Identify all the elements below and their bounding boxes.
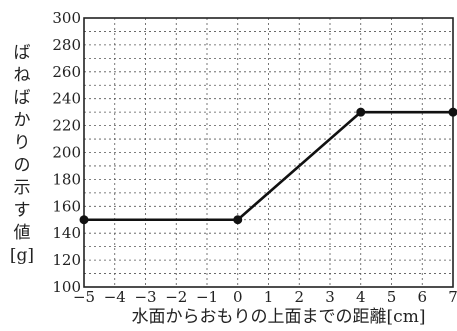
y-axis-label-char: [g] [10, 246, 34, 266]
y-tick-labels: 100 120 140 160 180 200 220 240 260 280 300 [52, 9, 81, 296]
y-axis-label-char: か [14, 111, 31, 131]
y-tick-label: 160 [52, 197, 81, 215]
x-tick-labels: −5 −4 −3 −2 −1 0 1 2 3 4 5 6 7 [73, 288, 457, 306]
data-point [79, 215, 89, 225]
y-axis-label-char: 示 [14, 178, 31, 198]
x-tick-label: −5 [73, 288, 95, 306]
y-tick-label: 280 [52, 36, 81, 54]
plot-frame [83, 17, 454, 288]
y-tick-label: 200 [52, 144, 81, 162]
x-tick-label: 1 [264, 288, 274, 306]
series [79, 107, 457, 225]
y-tick-label: 100 [52, 278, 81, 296]
y-axis-label-char: 値 [14, 223, 31, 243]
y-tick-label: 140 [52, 224, 81, 242]
x-tick-label: 0 [233, 288, 243, 306]
x-tick-label: −3 [134, 288, 156, 306]
x-tick-label: 2 [294, 288, 304, 306]
y-axis-label-char: ば [14, 88, 31, 108]
y-tick-label: 300 [52, 9, 81, 27]
x-tick-label: 3 [325, 288, 335, 306]
data-point [448, 107, 457, 117]
x-tick-label: 7 [448, 288, 457, 306]
data-point [356, 107, 366, 117]
x-tick-label: −1 [196, 288, 218, 306]
x-tick-label: −2 [165, 288, 187, 306]
y-axis-label-char: す [14, 201, 31, 221]
y-axis-label-char: り [14, 133, 31, 153]
series-line [84, 110, 453, 222]
grid [84, 18, 453, 287]
x-tick-label: 6 [417, 288, 427, 306]
y-tick-label: 120 [52, 251, 81, 269]
y-axis-label-char: ね [14, 66, 31, 86]
y-axis-label-char: ば [14, 43, 31, 63]
y-tick-label: 260 [52, 63, 81, 81]
y-axis-label-char: の [14, 156, 31, 176]
x-tick-label: 4 [356, 288, 366, 306]
data-point [233, 215, 243, 225]
y-tick-label: 220 [52, 117, 81, 135]
x-tick-label: 5 [387, 288, 397, 306]
x-axis-label: 水面からおもりの上面までの距離[cm] [132, 307, 426, 327]
y-tick-label: 180 [52, 170, 81, 188]
x-tick-label: −4 [104, 288, 126, 306]
y-tick-label: 240 [52, 90, 81, 108]
